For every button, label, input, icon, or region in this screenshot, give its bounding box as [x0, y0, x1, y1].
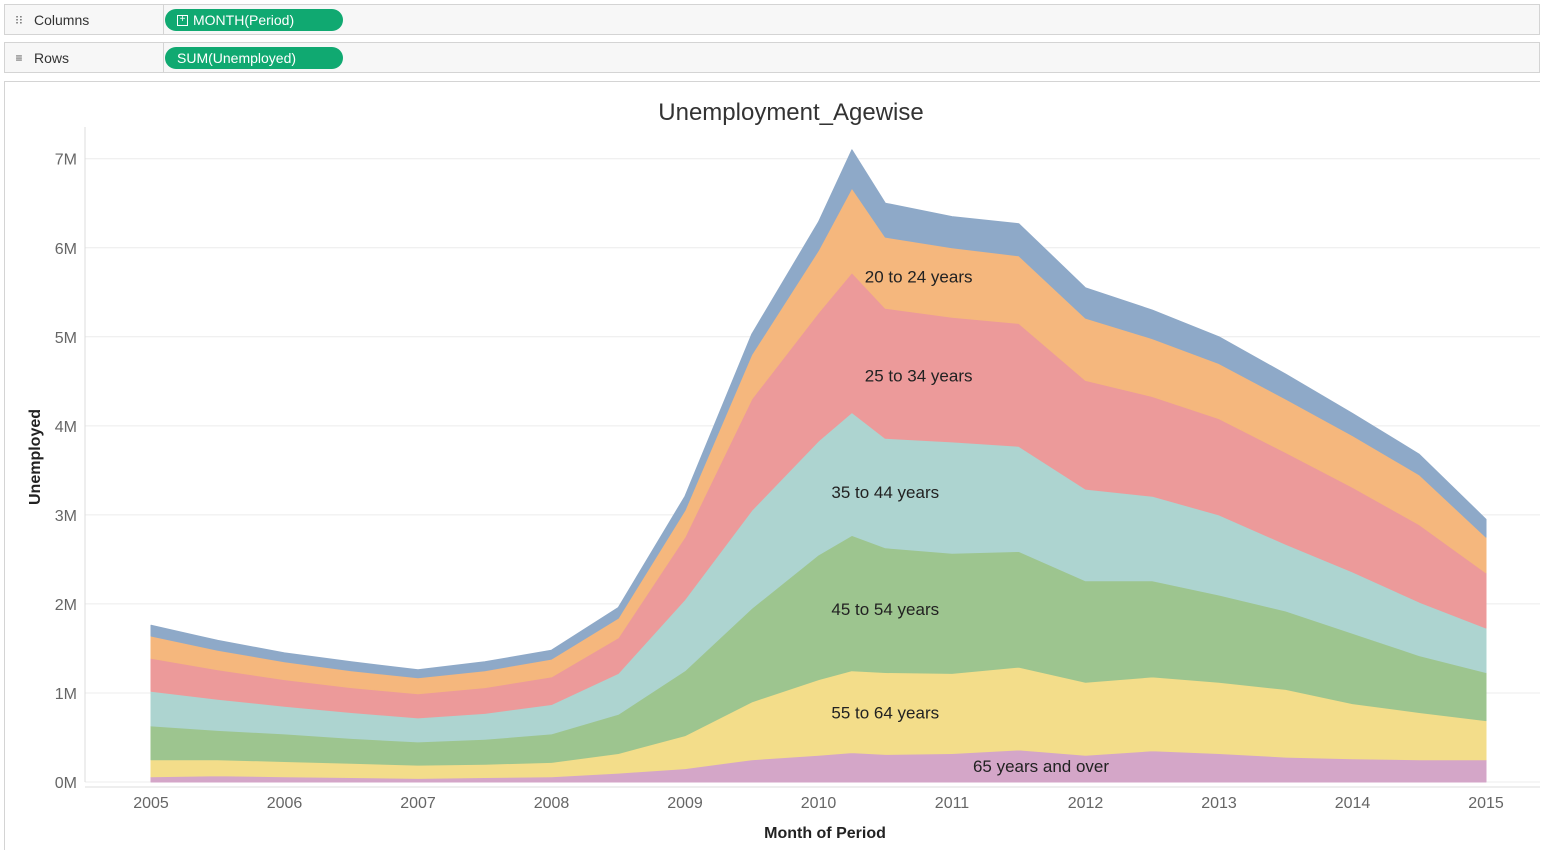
view-pane: 0M 1M 2M 3M 4M 5M 6M 7M 2005 2006 2007 2008 2009 2010…	[4, 81, 1540, 850]
columns-shelf: ⁝⁝ Columns + MONTH(Period)	[4, 4, 1540, 35]
y-tick-label: 1M	[55, 686, 77, 703]
columns-shelf-label: ⁝⁝ Columns	[5, 5, 164, 34]
x-tick-label: 2006	[267, 795, 303, 812]
y-axis-title: Unemployed	[27, 409, 44, 505]
y-tick-label: 0M	[55, 775, 77, 792]
y-tick-label: 4M	[55, 419, 77, 436]
y-tick-label: 3M	[55, 508, 77, 525]
x-tick-label: 2012	[1068, 795, 1104, 812]
x-tick-label: 2007	[400, 795, 436, 812]
expand-plus-icon[interactable]: +	[177, 14, 188, 26]
y-tick-label: 7M	[55, 152, 77, 169]
rows-shelf-label: ≡ Rows	[5, 43, 164, 72]
series-label: 65 years and over	[973, 757, 1109, 776]
x-tick-label: 2010	[801, 795, 837, 812]
rows-pill-label: SUM(Unemployed)	[177, 50, 297, 66]
series-label: 55 to 64 years	[831, 703, 939, 722]
y-tick-label: 6M	[55, 241, 77, 258]
x-tick-label: 2005	[133, 795, 169, 812]
area-16-to-19-years	[150, 149, 1487, 679]
columns-label: Columns	[34, 11, 90, 28]
x-tick-label: 2013	[1201, 795, 1237, 812]
y-tick-label: 2M	[55, 597, 77, 614]
rows-shelf: ≡ Rows SUM(Unemployed)	[4, 42, 1540, 73]
x-tick-label: 2015	[1468, 795, 1504, 812]
chart-title: Unemployment_Agewise	[658, 99, 923, 126]
x-tick-label: 2014	[1335, 795, 1371, 812]
rows-pill-sum-unemployed[interactable]: SUM(Unemployed)	[165, 47, 343, 69]
x-tick-label: 2008	[534, 795, 570, 812]
columns-pill-month-period[interactable]: + MONTH(Period)	[165, 9, 343, 31]
series-label: 20 to 24 years	[865, 268, 973, 287]
x-tick-label: 2011	[935, 795, 970, 812]
x-axis-title: Month of Period	[764, 825, 886, 842]
area-chart[interactable]: 0M 1M 2M 3M 4M 5M 6M 7M 2005 2006 2007 2008 2009 2010…	[5, 82, 1540, 850]
rows-label: Rows	[34, 49, 70, 66]
columns-icon: ⁝⁝	[15, 12, 23, 27]
series-label: 25 to 34 years	[865, 366, 973, 385]
series-label: 45 to 54 years	[831, 600, 939, 619]
series-label: 35 to 44 years	[831, 483, 939, 502]
y-tick-label: 5M	[55, 330, 77, 347]
columns-pill-label: MONTH(Period)	[193, 12, 295, 28]
x-tick-label: 2009	[667, 795, 703, 812]
rows-icon: ≡	[15, 50, 23, 65]
